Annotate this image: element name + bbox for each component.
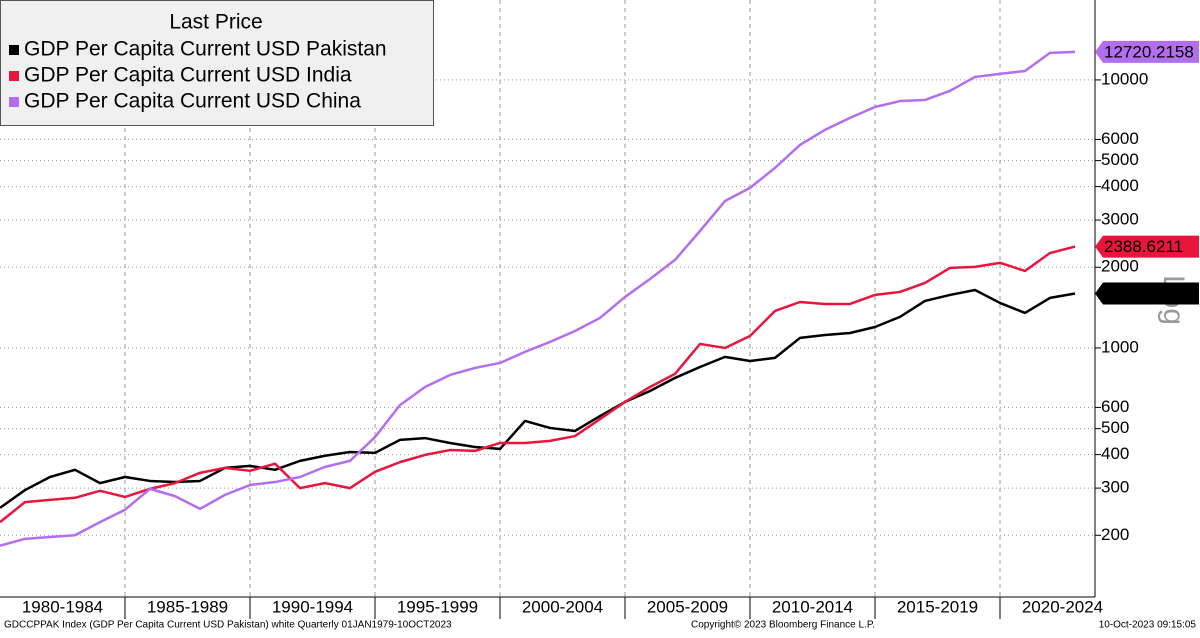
y-tick-label: 200 bbox=[1101, 525, 1129, 544]
legend-swatch bbox=[9, 45, 19, 55]
x-tick-label: 1990-1994 bbox=[272, 597, 353, 616]
x-tick-label: 2005-2009 bbox=[647, 597, 728, 616]
last-price-tag bbox=[1095, 40, 1199, 63]
legend-label: GDP Per Capita Current USD China bbox=[24, 90, 361, 113]
footer-right: 10-Oct-2023 09:15:05 bbox=[1099, 620, 1197, 631]
x-tick-label: 2000-2004 bbox=[522, 597, 603, 616]
legend-swatch bbox=[9, 71, 19, 81]
series-line bbox=[0, 245, 1076, 524]
x-tick-label: 1980-1984 bbox=[22, 597, 103, 616]
x-tick-label: 1985-1989 bbox=[147, 597, 228, 616]
legend-label: GDP Per Capita Current USD India bbox=[24, 64, 352, 87]
y-tick-label: 2000 bbox=[1101, 257, 1139, 276]
legend-label: GDP Per Capita Current USD Pakistan bbox=[24, 38, 387, 61]
y-tick-label: 4000 bbox=[1101, 176, 1139, 195]
y-tick-label: 500 bbox=[1101, 418, 1129, 437]
legend: Last Price GDP Per Capita Current USD Pa… bbox=[0, 0, 434, 126]
y-tick-label: 6000 bbox=[1101, 129, 1139, 148]
series-line bbox=[0, 50, 1076, 547]
legend-box bbox=[0, 0, 434, 126]
last-price-tag bbox=[1095, 282, 1199, 305]
x-tick-label: 2010-2014 bbox=[772, 597, 853, 616]
last-price-label: 12720.2158 bbox=[1104, 42, 1194, 61]
last-price-tag bbox=[1095, 235, 1199, 258]
x-tick-label: 2020-2024 bbox=[1022, 597, 1103, 616]
footer-center: Copyright© 2023 Bloomberg Finance L.P. bbox=[691, 620, 875, 631]
last-price-label: 1596.6627 bbox=[1104, 284, 1184, 303]
legend-title: Last Price bbox=[169, 11, 262, 34]
y-tick-label: 300 bbox=[1101, 478, 1129, 497]
axes: 200 300 400 500 600 1000 2000 3000 4000 5000 6000 1… bbox=[22, 40, 1199, 619]
plot bbox=[0, 50, 1076, 547]
x-tick-label: 2015-2019 bbox=[897, 597, 978, 616]
y-tick-label: 10000 bbox=[1101, 69, 1148, 88]
y-tick-label: 600 bbox=[1101, 397, 1129, 416]
last-price-label: 2388.6211 bbox=[1104, 237, 1183, 256]
y-tick-label: 5000 bbox=[1101, 150, 1139, 169]
y-tick-label: 3000 bbox=[1101, 210, 1139, 229]
legend-swatch bbox=[9, 97, 19, 107]
y-tick-label: 400 bbox=[1101, 444, 1129, 463]
x-tick-label: 1995-1999 bbox=[397, 597, 478, 616]
footer-left: GDCCPPAK Index (GDP Per Capita Current U… bbox=[4, 620, 452, 631]
y-tick-label: 1000 bbox=[1101, 337, 1139, 356]
